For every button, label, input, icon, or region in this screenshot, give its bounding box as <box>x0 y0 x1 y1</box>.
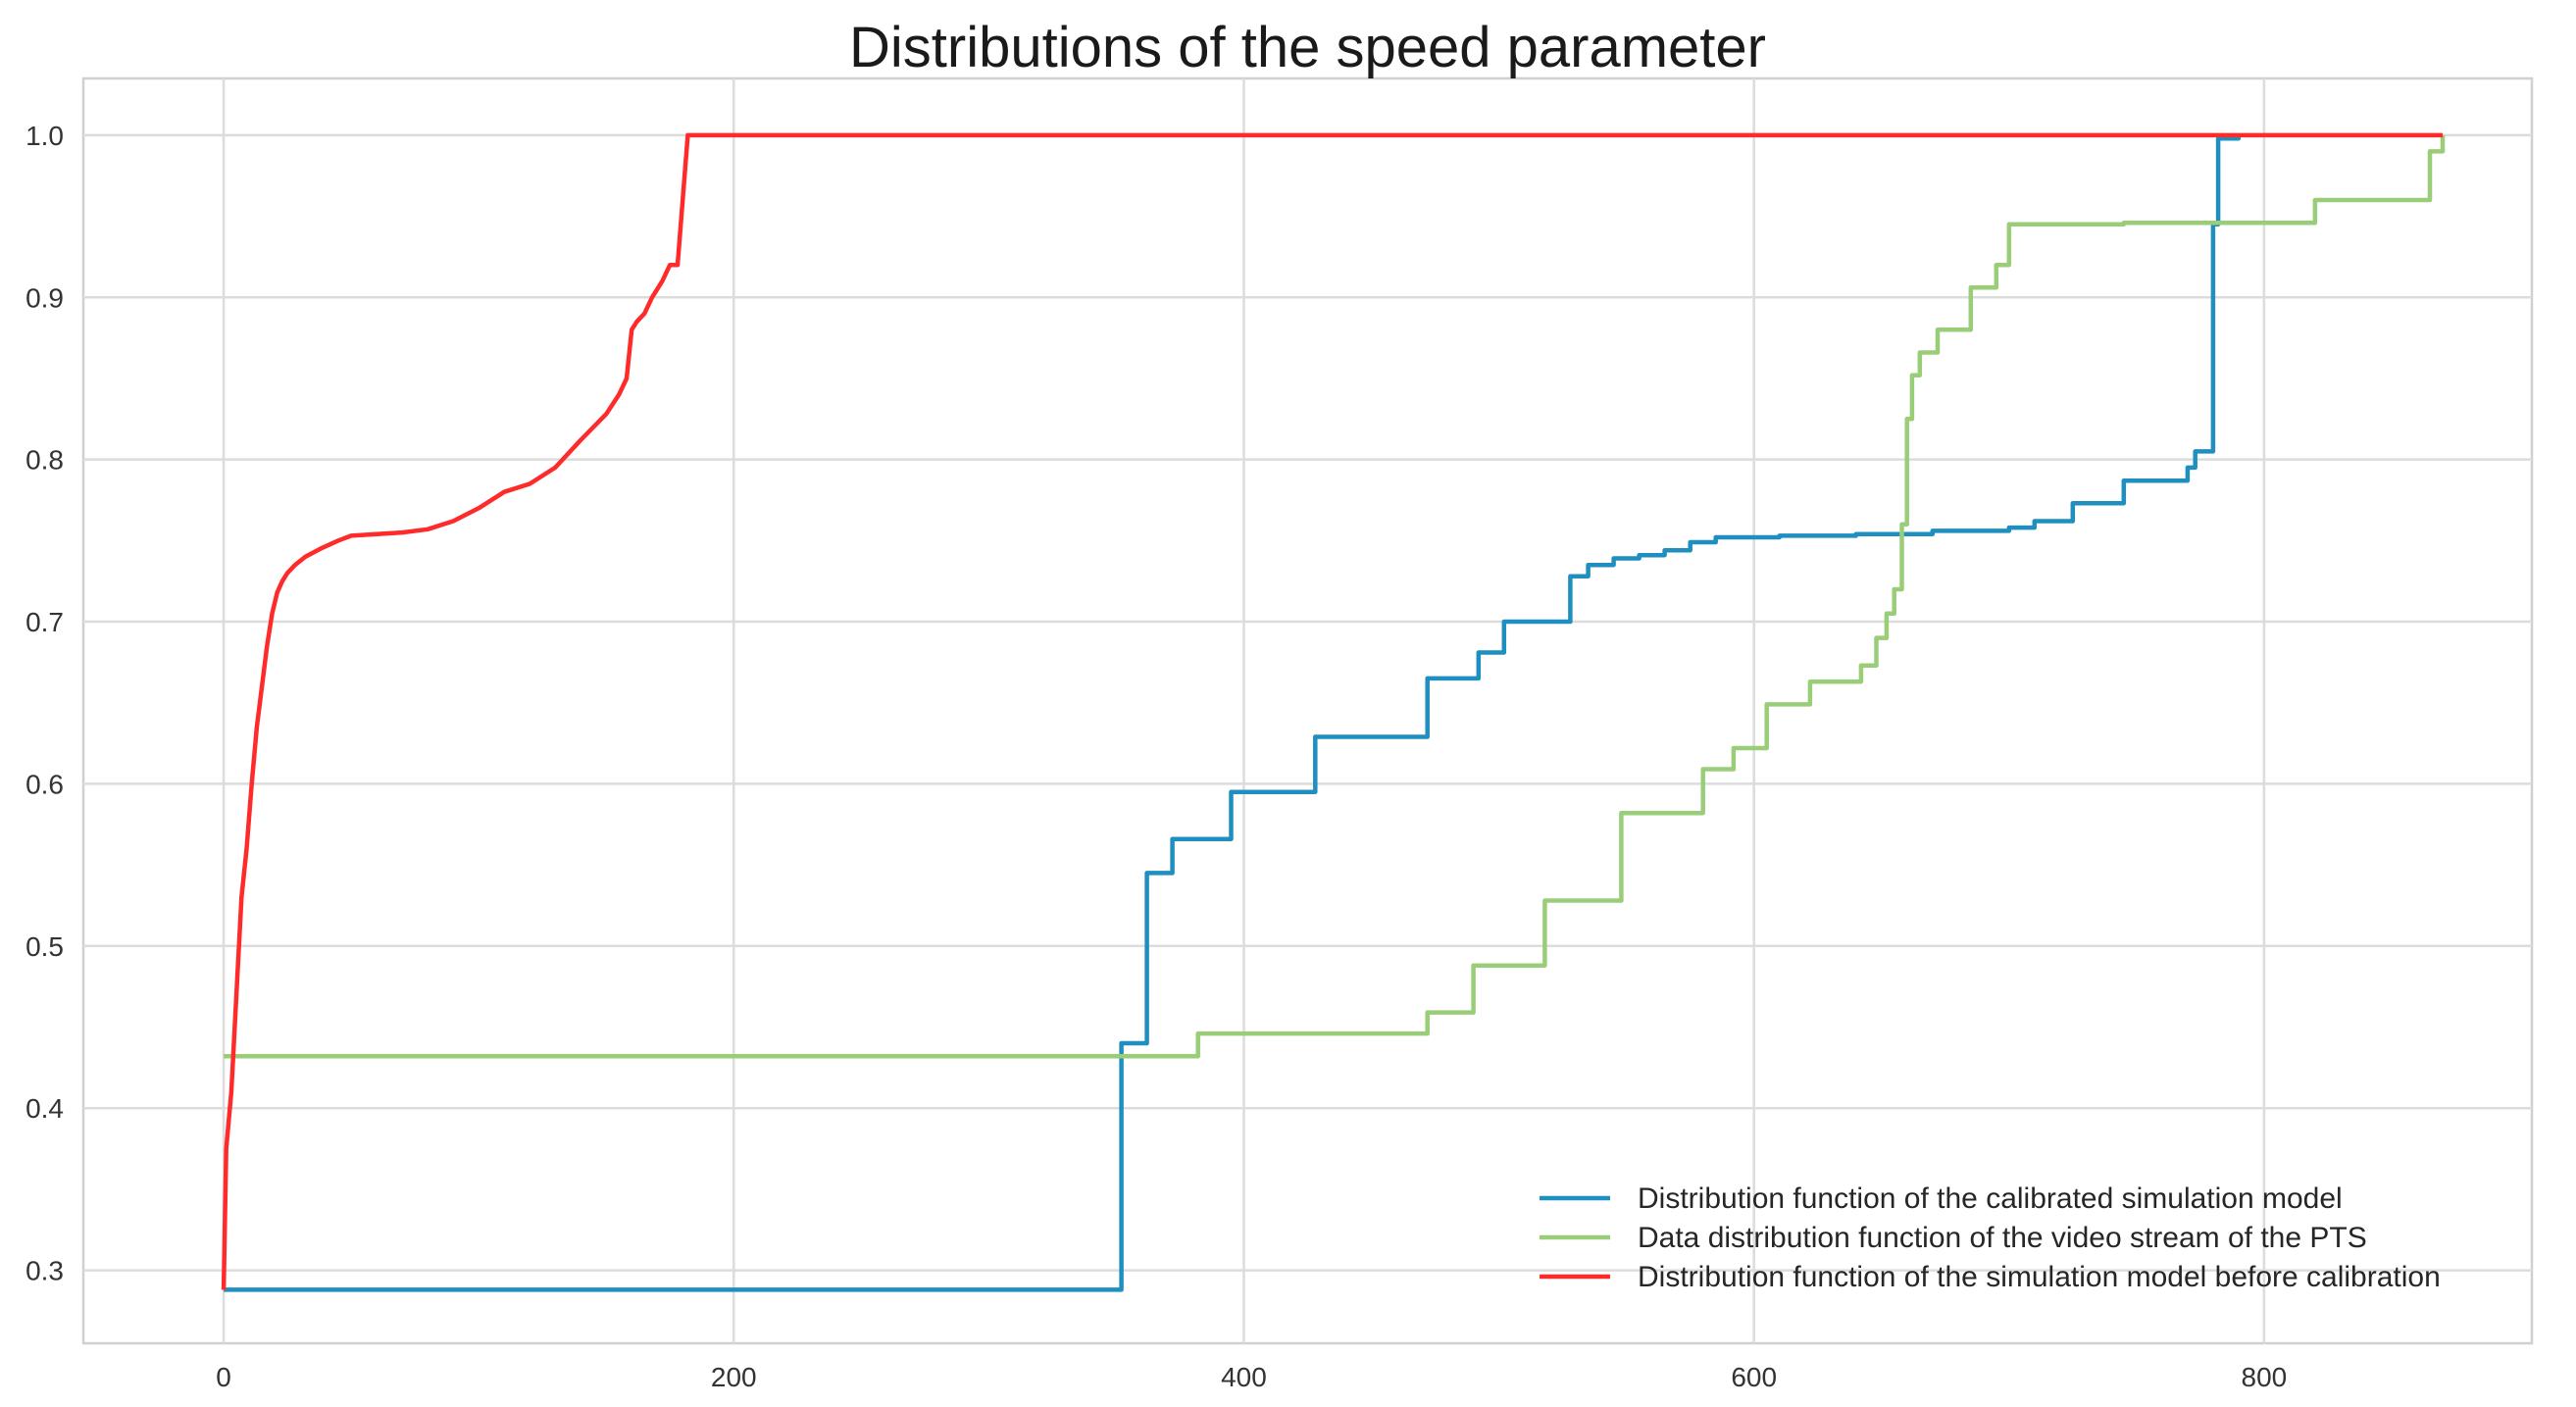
y-tick-label: 0.6 <box>25 769 64 799</box>
x-tick-label: 200 <box>711 1362 757 1392</box>
x-tick-label: 600 <box>1731 1362 1777 1392</box>
y-tick-label: 1.0 <box>25 121 64 151</box>
y-axis-ticks: 0.3 0.4 0.5 0.6 0.7 0.8 0.9 1.0 <box>25 121 64 1286</box>
y-tick-label: 0.5 <box>25 931 64 962</box>
legend-entry-video-stream-data: Data distribution function of the video … <box>1540 1222 2367 1254</box>
y-tick-label: 0.8 <box>25 445 64 476</box>
x-axis-ticks: 0 200 400 600 800 <box>216 1362 2287 1392</box>
legend-label: Data distribution function of the video … <box>1638 1222 2367 1254</box>
y-tick-label: 0.3 <box>25 1256 64 1286</box>
series-line-video-stream-data <box>224 134 2446 1059</box>
x-tick-label: 400 <box>1221 1362 1267 1392</box>
series-line-before-calibration <box>221 132 2443 1290</box>
y-tick-label: 0.4 <box>25 1093 64 1124</box>
legend-entry-before-calibration: Distribution function of the simulation … <box>1540 1261 2441 1293</box>
y-tick-label: 0.9 <box>25 282 64 313</box>
legend-label: Distribution function of the simulation … <box>1638 1261 2441 1293</box>
series-lines <box>221 132 2446 1292</box>
legend-label: Distribution function of the calibrated … <box>1638 1182 2343 1215</box>
y-tick-label: 0.7 <box>25 607 64 637</box>
series-line-calibrated-model <box>224 135 2242 1292</box>
legend: Distribution function of the calibrated … <box>1540 1182 2441 1293</box>
plot-area <box>81 76 2534 1345</box>
x-tick-label: 0 <box>216 1362 231 1392</box>
x-tick-label: 800 <box>2242 1362 2288 1392</box>
legend-entry-calibrated-model: Distribution function of the calibrated … <box>1540 1182 2343 1215</box>
chart-title: Distributions of the speed parameter <box>849 16 1766 79</box>
